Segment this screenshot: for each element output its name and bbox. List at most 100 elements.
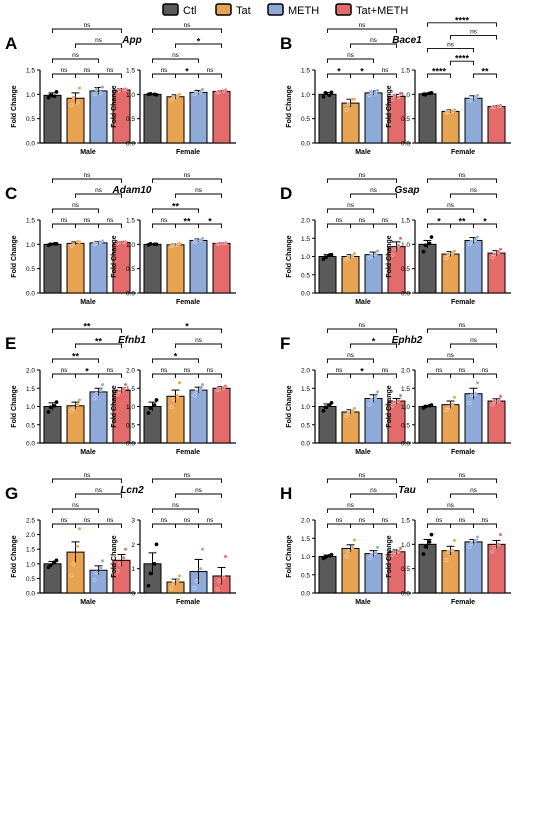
data-point [344,554,349,559]
significance-label: ns [161,67,169,74]
data-point [469,97,474,102]
data-point [427,403,432,408]
significance-label: ns [61,517,69,524]
data-point [146,411,151,415]
significance-bracket [75,493,122,498]
significance-label: ns [61,367,69,374]
significance-bracket [52,358,99,363]
data-point [352,406,357,411]
data-point [446,109,451,114]
significance-bracket [175,523,199,528]
data-point [421,552,426,556]
data-point [200,87,205,92]
data-point [200,547,205,552]
gene-title: Gsap [394,185,419,196]
y-tick-label: 1.0 [301,554,310,561]
panel-e: E Efnb1 0.0 0.5 1.0 1.5 2.0 Fold Change Male ns * n… [5,322,236,456]
y-tick-label: 1.5 [301,386,310,393]
significance-label: ns [382,367,390,374]
y-tick-label: 1.0 [401,92,410,99]
data-point [192,393,197,398]
y-tick-label: 0.0 [301,291,310,298]
data-point [217,578,222,583]
significance-bracket [152,328,222,333]
data-point [175,93,180,98]
significance-label: ns [161,367,169,374]
data-point [423,243,428,248]
significance-label: ns [370,487,378,494]
data-point [498,532,503,537]
significance-label: ns [72,502,80,509]
significance-label: ns [470,487,478,494]
y-axis-label: Fold Change [386,385,393,427]
data-point [221,241,226,246]
data-point [123,547,128,552]
y-tick-label: 0.0 [401,141,410,148]
significance-label: ns [370,187,378,194]
significance-label: ** [72,352,80,362]
data-point [94,570,99,575]
significance-bracket [152,73,176,78]
data-point [427,540,432,544]
significance-label: ns [447,41,455,48]
data-point [427,91,432,96]
bar [364,92,383,144]
y-tick-label: 1.0 [301,92,310,99]
significance-label: * [197,37,201,47]
data-point [52,94,57,99]
significance-bracket [52,373,76,378]
y-tick-label: 1.5 [301,236,310,243]
y-tick-label: 0.5 [26,576,35,583]
legend-item-tat: Tat [215,3,251,17]
data-point [352,538,357,542]
data-point [77,398,82,402]
significance-label: ns [207,367,215,374]
data-point [329,90,334,95]
legend-swatch-tat-meth [335,3,352,16]
data-point [175,578,180,583]
y-tick-label: 1.0 [401,542,410,549]
data-point [323,555,328,560]
significance-bracket [450,35,497,40]
data-point [369,253,374,258]
data-point [323,405,328,410]
y-tick-label: 2.0 [301,218,310,225]
data-point [48,93,53,98]
bar [189,91,208,144]
bar [66,405,85,444]
significance-label: ns [84,172,92,179]
data-point [321,408,326,413]
significance-label: ns [61,217,69,224]
data-point [490,549,495,554]
y-tick-label: 1.0 [126,404,135,411]
bar [364,254,383,294]
data-point [473,95,478,100]
significance-bracket [350,343,397,348]
data-point [148,91,153,96]
significance-bracket [450,493,497,498]
significance-bracket [152,508,199,513]
significance-label: ns [184,172,192,179]
significance-bracket [350,493,397,498]
y-tick-label: 0 [131,591,135,598]
significance-bracket [473,223,497,228]
data-point [392,400,397,405]
significance-bracket [350,223,374,228]
data-point [194,578,199,583]
data-point [373,395,378,400]
data-point [194,239,199,243]
y-tick-label: 0.5 [26,116,35,123]
significance-label: ns [436,517,444,524]
y-tick-label: 1.0 [301,254,310,261]
data-point [169,405,174,410]
significance-label: ns [459,172,467,179]
significance-bracket [450,60,474,66]
bar [143,406,162,444]
significance-bracket [427,523,451,528]
significance-label: ns [61,67,69,74]
y-tick-label: 0.0 [401,591,410,598]
significance-label: ns [459,322,467,329]
significance-bracket [98,373,122,378]
bar [212,387,231,444]
data-point [117,561,122,566]
